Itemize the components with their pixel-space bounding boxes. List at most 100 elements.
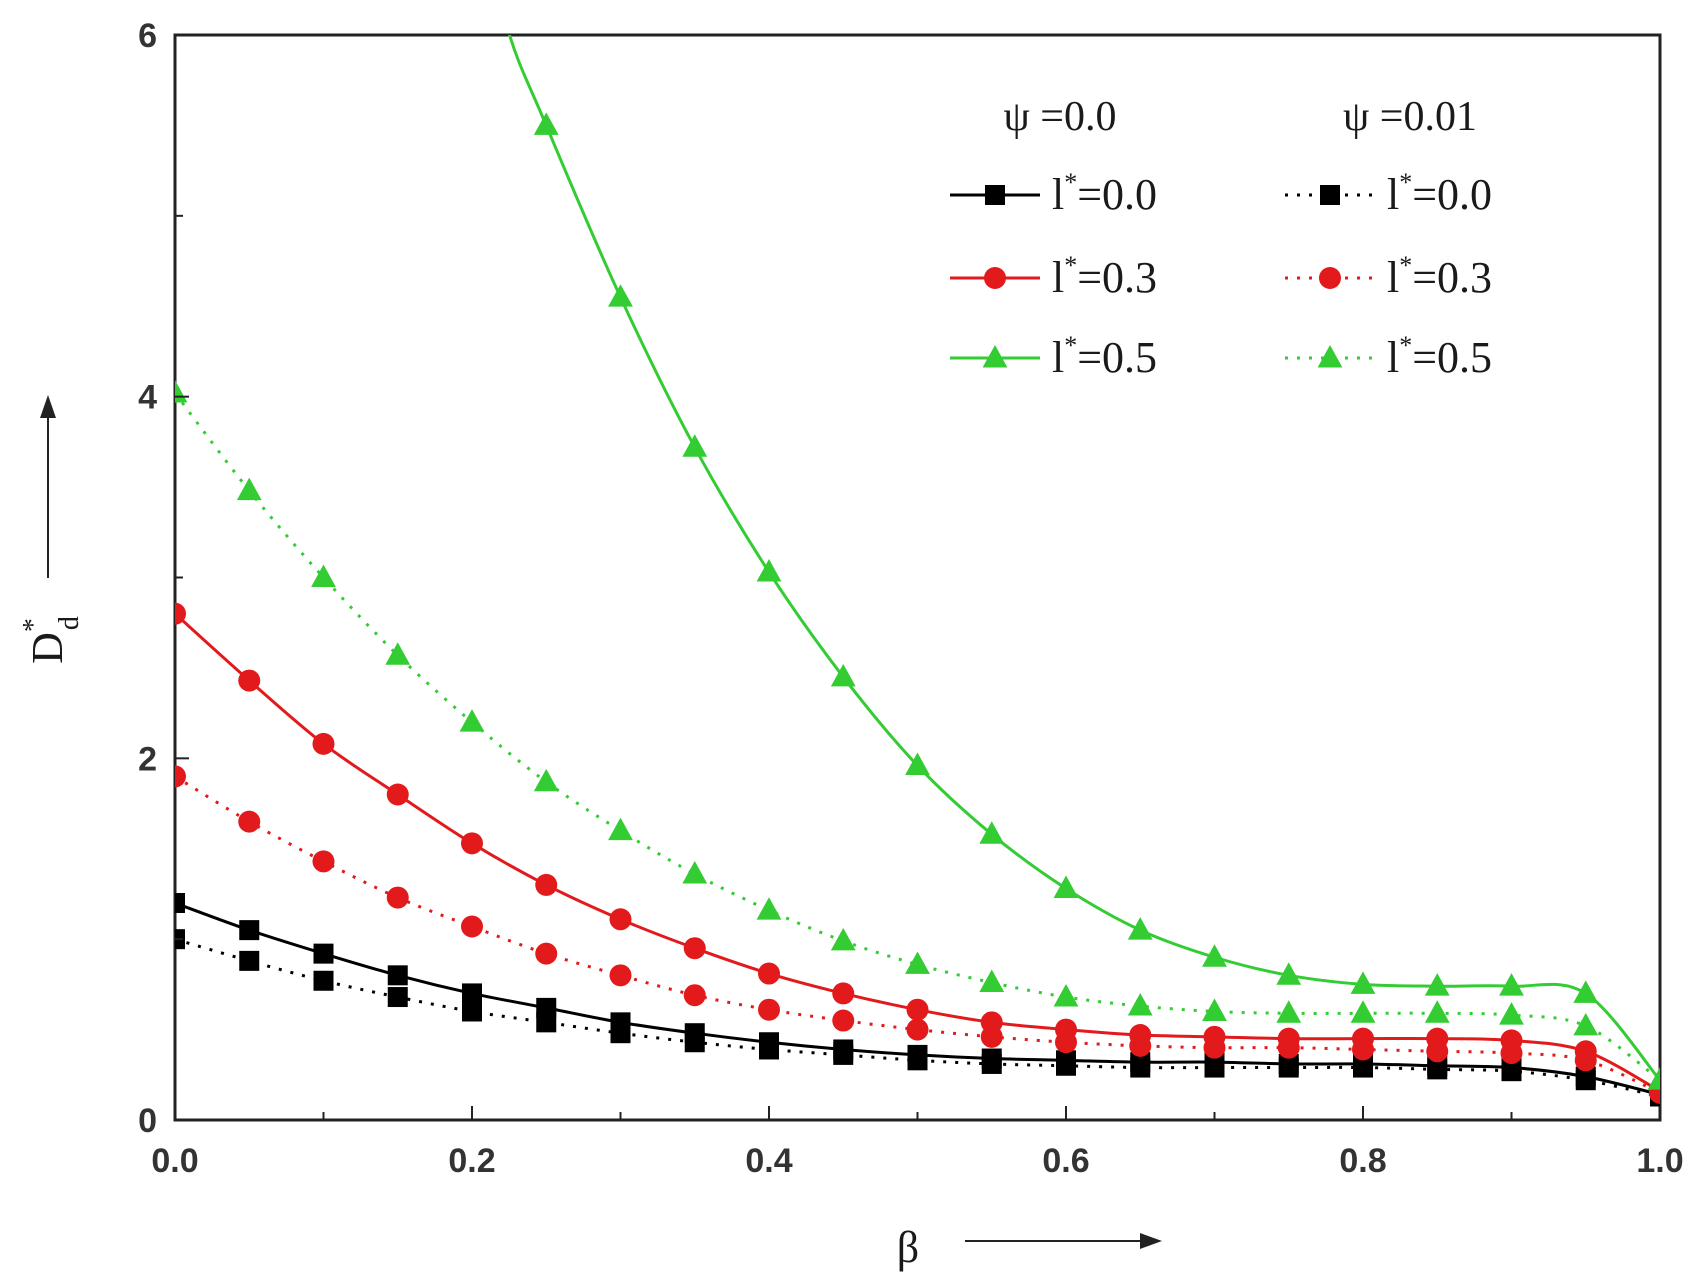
data-point xyxy=(387,965,408,986)
series-layer xyxy=(175,35,1660,1107)
series-2 xyxy=(508,35,1660,1090)
data-point xyxy=(682,861,708,884)
data-point xyxy=(756,897,782,920)
data-point xyxy=(832,982,855,1005)
data-point xyxy=(905,951,930,974)
data-point xyxy=(683,984,706,1007)
data-point xyxy=(684,1032,705,1053)
data-point xyxy=(1053,875,1079,898)
legend-marker xyxy=(1317,344,1343,368)
data-point xyxy=(610,1023,631,1044)
legend-marker xyxy=(1319,267,1341,289)
series-4 xyxy=(175,765,1660,1104)
data-point xyxy=(1573,980,1599,1003)
y-axis-label: D* d xyxy=(18,616,85,664)
data-point xyxy=(832,1009,855,1032)
data-point xyxy=(1426,1040,1449,1063)
series-5 xyxy=(175,380,1660,1090)
legend-header-left: ψ =0.0 xyxy=(1004,94,1117,140)
data-point xyxy=(609,908,632,931)
data-point xyxy=(608,817,633,841)
data-point xyxy=(981,1053,1002,1074)
legend: ψ =0.0 ψ =0.01 l*=0.0 l*=0.3 l*=0.5 l*=0.0 l… xyxy=(950,94,1492,382)
data-point xyxy=(683,937,706,960)
data-point xyxy=(312,732,335,755)
legend-entry-5: l*=0.5 xyxy=(1285,331,1492,382)
data-point xyxy=(759,1039,779,1060)
data-point xyxy=(1276,962,1302,985)
data-point xyxy=(608,284,633,307)
data-point xyxy=(1424,1000,1450,1023)
data-point xyxy=(1499,973,1524,996)
series-3 xyxy=(175,929,1660,1107)
y-tick-label: 4 xyxy=(138,379,157,417)
data-point xyxy=(1499,1002,1524,1025)
data-point xyxy=(979,821,1005,844)
data-point xyxy=(1574,1049,1597,1072)
data-point xyxy=(385,642,411,665)
data-point xyxy=(1424,973,1450,996)
data-point xyxy=(175,765,186,788)
data-point xyxy=(1575,1070,1596,1091)
data-point xyxy=(175,893,185,913)
legend-label: l*=0.5 xyxy=(1387,331,1492,382)
data-point xyxy=(175,380,188,403)
legend-marker xyxy=(985,185,1005,205)
data-point xyxy=(313,943,334,964)
axes-layer: 0.0 0.2 0.4 0.6 0.8 1.0 0 2 4 6 xyxy=(138,17,1684,1180)
data-point xyxy=(313,970,334,991)
legend-entry-2: l*=0.5 xyxy=(950,331,1157,382)
data-point xyxy=(1127,993,1153,1016)
x-axis-arrow xyxy=(965,1233,1162,1249)
data-point xyxy=(1501,1061,1522,1082)
data-point xyxy=(756,559,782,582)
legend-label: l*=0.0 xyxy=(1387,168,1492,219)
legend-entry-3: l*=0.0 xyxy=(1285,168,1492,219)
data-point xyxy=(461,915,483,938)
data-point xyxy=(238,669,261,692)
legend-header-right: ψ =0.01 xyxy=(1343,94,1477,140)
data-point xyxy=(833,1044,854,1065)
y-tick-label: 6 xyxy=(138,17,157,55)
data-point xyxy=(758,962,780,985)
data-point xyxy=(1203,1036,1226,1059)
data-point xyxy=(1500,1042,1523,1065)
data-point xyxy=(533,112,559,135)
legend-marker xyxy=(982,344,1008,368)
data-point xyxy=(1056,1055,1076,1076)
data-point xyxy=(462,1001,482,1022)
data-point xyxy=(1350,971,1376,994)
x-tick-label: 0.0 xyxy=(151,1142,198,1180)
data-point xyxy=(1573,1012,1599,1036)
data-point xyxy=(979,969,1005,993)
data-point xyxy=(239,950,260,971)
data-point xyxy=(1350,1000,1376,1023)
data-point xyxy=(830,927,856,951)
data-point xyxy=(1130,1057,1151,1078)
legend-marker xyxy=(984,267,1006,289)
data-point xyxy=(386,886,409,909)
x-tick-label: 0.6 xyxy=(1042,1142,1089,1180)
y-axis-label-sup: * xyxy=(18,618,49,632)
legend-entry-4: l*=0.3 xyxy=(1285,251,1492,302)
data-point xyxy=(311,564,336,587)
x-tick-label: 1.0 xyxy=(1636,1142,1683,1180)
data-point xyxy=(1427,1059,1448,1080)
data-point xyxy=(536,1012,557,1033)
x-tick-label: 0.4 xyxy=(745,1142,792,1180)
data-point xyxy=(1276,1000,1302,1023)
data-point xyxy=(1202,998,1227,1021)
legend-label: l*=0.5 xyxy=(1052,331,1157,382)
data-point xyxy=(1353,1057,1373,1078)
x-tick-label: 0.2 xyxy=(448,1142,495,1180)
data-point xyxy=(905,752,930,776)
legend-entry-0: l*=0.0 xyxy=(950,168,1157,219)
data-point xyxy=(906,998,929,1021)
data-point xyxy=(682,434,708,457)
data-point xyxy=(533,768,559,792)
data-point xyxy=(239,920,260,941)
y-tick-label: 2 xyxy=(138,740,157,778)
data-point xyxy=(535,942,558,965)
data-point xyxy=(1647,1067,1660,1090)
data-point xyxy=(1129,1034,1152,1057)
